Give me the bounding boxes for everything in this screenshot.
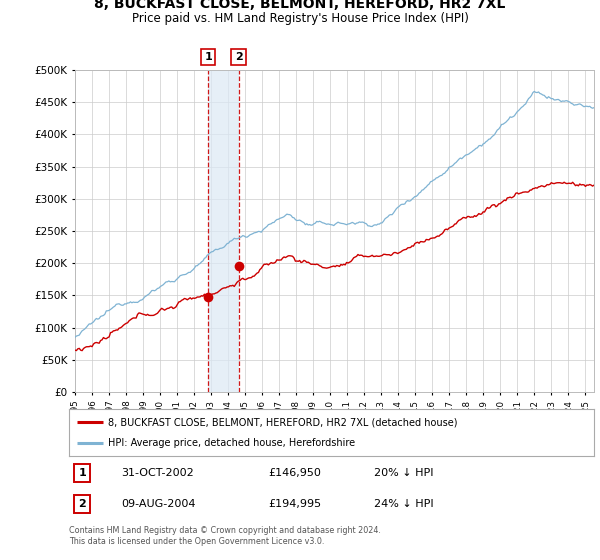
Text: 2: 2 [235,52,242,62]
Text: 09-AUG-2004: 09-AUG-2004 [121,500,196,509]
Text: 31-OCT-2002: 31-OCT-2002 [121,468,194,478]
Text: 8, BUCKFAST CLOSE, BELMONT, HEREFORD, HR2 7XL: 8, BUCKFAST CLOSE, BELMONT, HEREFORD, HR… [94,0,506,11]
Text: 20% ↓ HPI: 20% ↓ HPI [373,468,433,478]
Text: 1: 1 [205,52,212,62]
Text: HPI: Average price, detached house, Herefordshire: HPI: Average price, detached house, Here… [109,438,355,448]
Text: 1: 1 [78,468,86,478]
Text: £146,950: £146,950 [269,468,322,478]
Text: Contains HM Land Registry data © Crown copyright and database right 2024.
This d: Contains HM Land Registry data © Crown c… [69,526,381,546]
Text: 2: 2 [78,500,86,509]
Text: 24% ↓ HPI: 24% ↓ HPI [373,500,433,509]
Text: Price paid vs. HM Land Registry's House Price Index (HPI): Price paid vs. HM Land Registry's House … [131,12,469,25]
Bar [208,70,239,392]
Text: £194,995: £194,995 [269,500,322,509]
Text: 8, BUCKFAST CLOSE, BELMONT, HEREFORD, HR2 7XL (detached house): 8, BUCKFAST CLOSE, BELMONT, HEREFORD, HR… [109,417,458,427]
